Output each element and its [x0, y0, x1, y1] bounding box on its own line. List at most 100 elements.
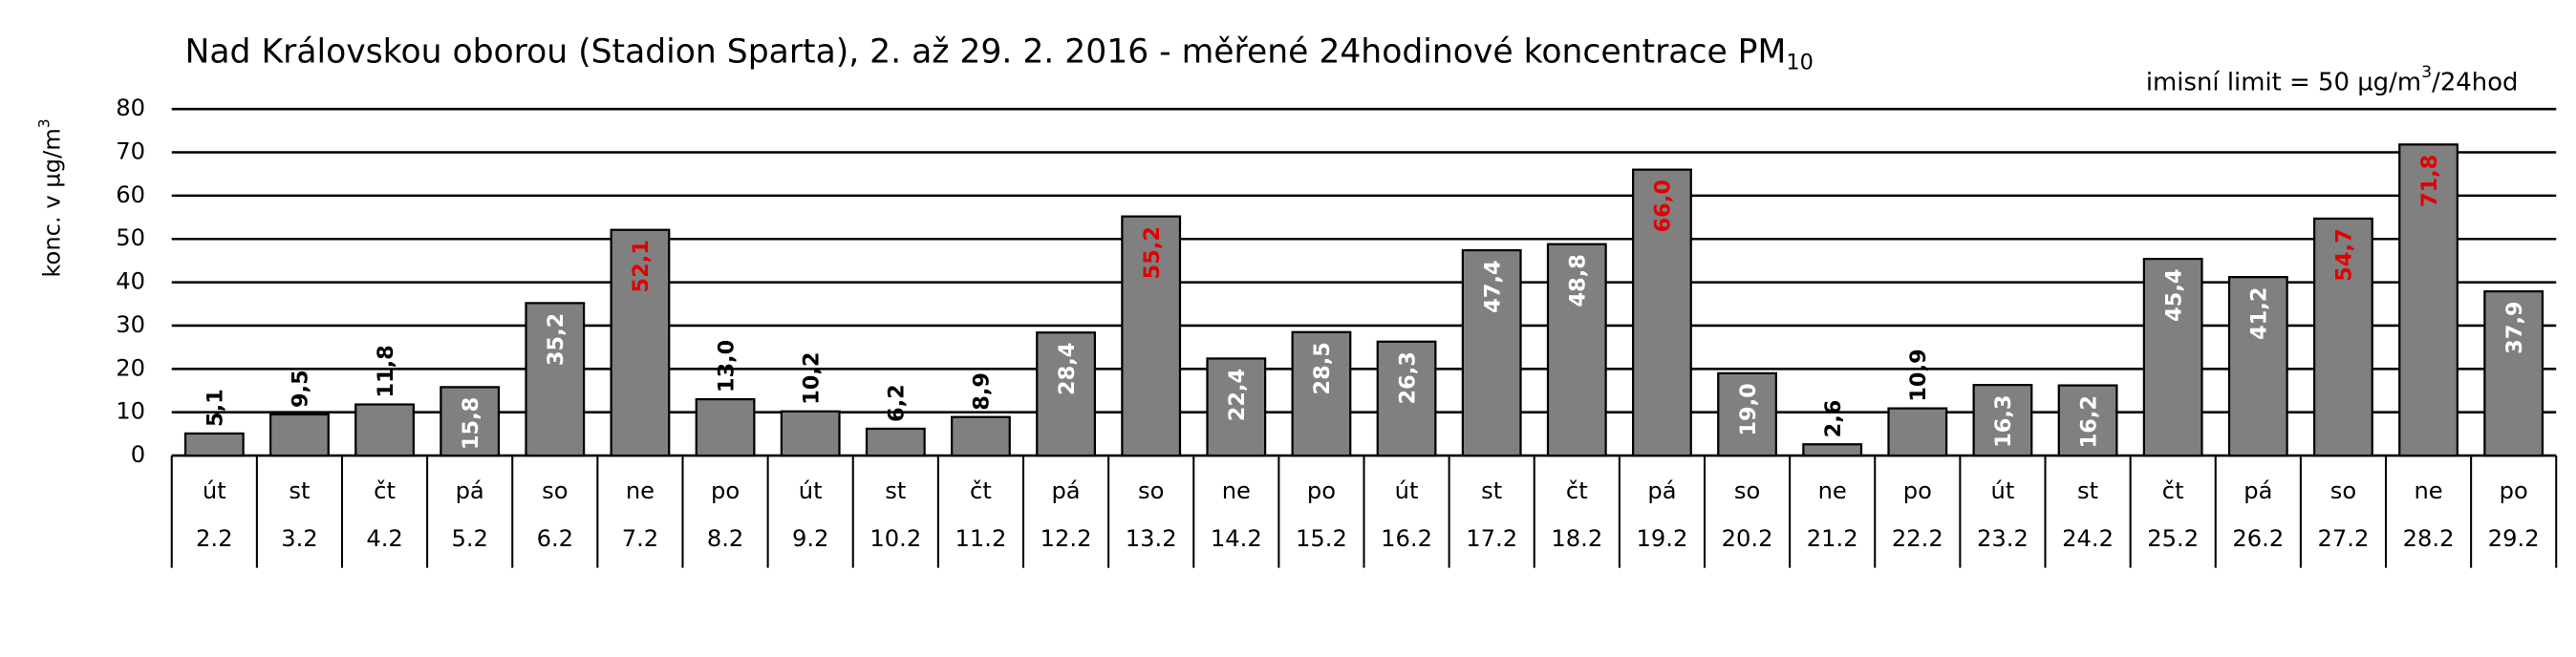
x-tick-label: 10.2 — [869, 525, 921, 552]
weekday-label: ne — [1222, 477, 1251, 504]
weekday-label: út — [799, 477, 823, 504]
x-tick-label: 7.2 — [622, 525, 658, 552]
bar — [1461, 248, 1522, 457]
weekday-label: út — [1991, 477, 2015, 504]
value-label: 52,1 — [629, 240, 654, 292]
value-label: 48,8 — [1566, 254, 1591, 307]
x-tick-label: 24.2 — [2062, 525, 2114, 552]
weekday-label: st — [289, 477, 310, 504]
bar — [2398, 143, 2458, 457]
x-tick-label: 5.2 — [451, 525, 487, 552]
value-label: 37,9 — [2502, 302, 2527, 354]
value-label: 22,4 — [1225, 369, 1250, 421]
chart-title: Nad Královskou oborou (Stadion Sparta), … — [185, 32, 1814, 74]
value-label: 47,4 — [1480, 260, 1505, 312]
value-label: 13,0 — [714, 340, 739, 392]
value-label: 28,5 — [1310, 342, 1335, 394]
x-tick-label: 2.2 — [196, 525, 232, 552]
bar — [183, 432, 245, 457]
y-tick-label: 70 — [116, 138, 145, 165]
bar — [610, 228, 671, 457]
x-tick-label: 17.2 — [1466, 525, 1517, 552]
bar — [1121, 215, 1182, 457]
weekday-label: pá — [2243, 477, 2272, 504]
weekday-label: so — [1138, 477, 1164, 504]
bar — [1632, 168, 1692, 457]
weekday-label: po — [711, 477, 740, 504]
x-tick-label: 14.2 — [1211, 525, 1262, 552]
bar — [440, 386, 501, 457]
x-tick-label: 3.2 — [281, 525, 317, 552]
y-tick-label: 50 — [116, 224, 145, 251]
x-tick-label: 4.2 — [366, 525, 402, 552]
value-label: 16,2 — [2076, 395, 2101, 448]
x-tick-label: 20.2 — [1722, 525, 1773, 552]
weekday-label: st — [1481, 477, 1502, 504]
value-label: 9,5 — [289, 370, 313, 408]
x-tick-label: 23.2 — [1977, 525, 2029, 552]
x-tick-label: 16.2 — [1381, 525, 1432, 552]
x-tick-label: 19.2 — [1637, 525, 1688, 552]
weekday-label: ne — [2414, 477, 2442, 504]
value-label: 41,2 — [2247, 287, 2272, 340]
weekday-label: so — [542, 477, 568, 504]
y-axis-label: konc. v µg/m3 — [35, 118, 65, 277]
value-label: 71,8 — [2417, 155, 2442, 207]
x-tick-label: 21.2 — [1807, 525, 1858, 552]
value-label: 2,6 — [1821, 400, 1846, 438]
bar — [525, 302, 586, 457]
value-label: 54,7 — [2332, 228, 2357, 281]
bar — [268, 413, 330, 457]
bar — [2057, 384, 2118, 457]
value-label: 10,9 — [1906, 349, 1931, 401]
weekday-label: ne — [626, 477, 655, 504]
limit-note: imisní limit = 50 µg/m3/24hod — [2146, 63, 2519, 96]
weekday-label: čt — [1566, 477, 1588, 504]
bar — [1802, 443, 1863, 457]
value-label: 5,1 — [204, 389, 228, 427]
y-tick-label: 80 — [116, 95, 145, 121]
bar — [951, 415, 1011, 457]
x-tick-label: 28.2 — [2403, 525, 2455, 552]
x-tick-label: 6.2 — [537, 525, 573, 552]
bar — [865, 427, 926, 457]
value-label: 45,4 — [2161, 268, 2186, 321]
weekday-label: pá — [1051, 477, 1080, 504]
value-label: 28,4 — [1055, 343, 1080, 395]
bar — [1887, 407, 1948, 457]
bar — [2142, 257, 2203, 457]
value-label: 10,2 — [799, 351, 824, 404]
weekday-label: čt — [970, 477, 992, 504]
y-tick-label: 30 — [116, 311, 145, 338]
weekday-label: po — [2500, 477, 2528, 504]
weekday-label: ne — [1818, 477, 1847, 504]
weekday-label: pá — [456, 477, 484, 504]
bar — [1036, 331, 1096, 457]
value-label: 6,2 — [885, 384, 910, 422]
y-tick-label: 10 — [116, 398, 145, 425]
x-tick-label: 26.2 — [2232, 525, 2284, 552]
weekday-label: pá — [1647, 477, 1676, 504]
weekday-label: so — [1734, 477, 1760, 504]
bar — [1717, 371, 1777, 457]
x-tick-label: 27.2 — [2318, 525, 2370, 552]
value-label: 66,0 — [1651, 180, 1676, 232]
x-tick-label: 25.2 — [2147, 525, 2199, 552]
y-tick-label: 0 — [131, 441, 145, 468]
x-tick-label: 18.2 — [1551, 525, 1602, 552]
bar — [2227, 276, 2288, 457]
x-tick-label: 15.2 — [1296, 525, 1347, 552]
x-tick-label: 9.2 — [792, 525, 828, 552]
bar — [1376, 340, 1437, 457]
value-label: 16,3 — [1991, 394, 2016, 447]
weekday-label: út — [203, 477, 226, 504]
weekday-label: út — [1395, 477, 1419, 504]
x-tick-label: 29.2 — [2488, 525, 2540, 552]
y-tick-label: 20 — [116, 354, 145, 381]
weekday-label: st — [885, 477, 906, 504]
bar — [1291, 330, 1352, 457]
bar — [780, 410, 841, 457]
x-tick-label: 13.2 — [1126, 525, 1177, 552]
